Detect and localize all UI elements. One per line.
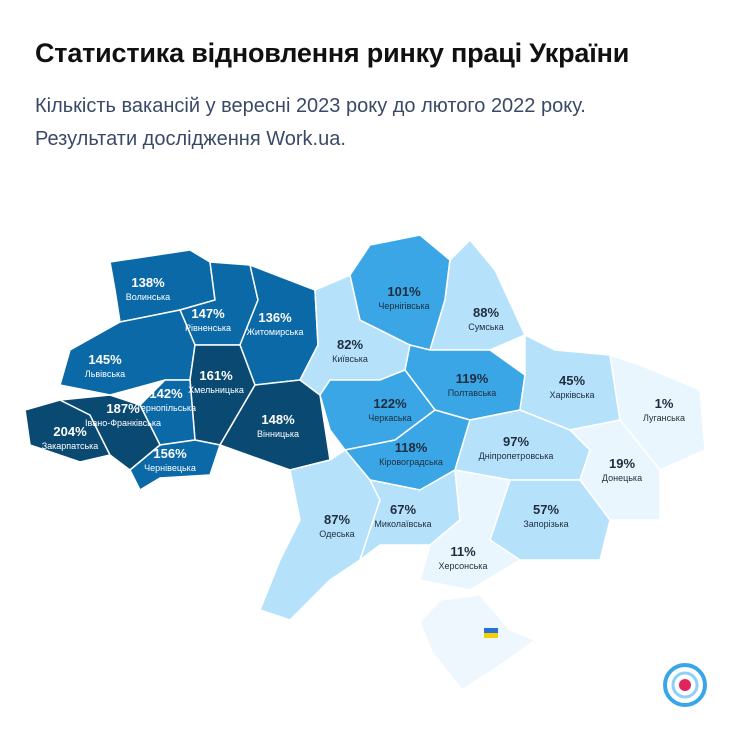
region-value: 97% bbox=[503, 434, 529, 449]
region-value: 45% bbox=[559, 373, 585, 388]
region-name: Дніпропетровська bbox=[479, 451, 554, 461]
region-name: Кіровоградська bbox=[379, 457, 443, 467]
region-value: 118% bbox=[395, 440, 428, 455]
region-value: 119% bbox=[456, 371, 489, 386]
region-value: 187% bbox=[106, 401, 140, 416]
region bbox=[259, 449, 381, 621]
logo bbox=[679, 679, 691, 691]
region-value: 82% bbox=[337, 337, 363, 352]
flag bbox=[484, 628, 498, 633]
region-value: 156% bbox=[153, 446, 187, 461]
region bbox=[129, 439, 221, 492]
region-value: 57% bbox=[533, 502, 559, 517]
region-name: Київська bbox=[332, 354, 368, 364]
region-name: Чернівецька bbox=[144, 463, 196, 473]
region-name: Тернопільська bbox=[136, 403, 196, 413]
region-name: Івано-Франківська bbox=[85, 418, 161, 428]
region-name: Рівненська bbox=[185, 323, 231, 333]
region-name: Луганська bbox=[643, 413, 685, 423]
flag bbox=[484, 633, 498, 638]
region-name: Чернігівська bbox=[378, 301, 429, 311]
region-name: Херсонська bbox=[439, 561, 488, 571]
region-name: Черкаська bbox=[368, 413, 411, 423]
region-name: Житомирська bbox=[247, 327, 304, 337]
region-value: 67% bbox=[390, 502, 416, 517]
region-value: 145% bbox=[88, 352, 122, 367]
labels: 138% Волинська 147% Рівненська 136% Житомирсь… bbox=[42, 275, 685, 571]
region-value: 19% bbox=[609, 456, 635, 471]
region-value: 1% bbox=[655, 396, 674, 411]
regions bbox=[24, 234, 706, 621]
region-name: Закарпатська bbox=[42, 441, 99, 451]
region-name: Полтавська bbox=[448, 388, 497, 398]
region-name: Миколаївська bbox=[374, 519, 431, 529]
subtitle: Результати дослідження Work.ua. bbox=[35, 128, 346, 150]
crimea bbox=[419, 594, 537, 692]
region-name: Сумська bbox=[468, 322, 503, 332]
region-value: 11% bbox=[450, 544, 476, 559]
region-value: 147% bbox=[191, 306, 225, 321]
region-value: 136% bbox=[258, 310, 292, 325]
title: Статистика відновлення ринку праці Украї… bbox=[35, 38, 630, 68]
region-value: 87% bbox=[324, 512, 350, 527]
region-name: Хмельницька bbox=[188, 385, 244, 395]
region-value: 101% bbox=[387, 284, 421, 299]
region-name: Харківська bbox=[550, 390, 595, 400]
region bbox=[568, 419, 661, 521]
region-name: Львівська bbox=[85, 369, 125, 379]
region-name: Запорізька bbox=[523, 519, 568, 529]
region-value: 88% bbox=[473, 305, 499, 320]
region-value: 161% bbox=[199, 368, 233, 383]
region-value: 142% bbox=[149, 386, 183, 401]
subtitle: Кількість вакансій у вересні 2023 року д… bbox=[35, 95, 586, 117]
region-name: Вінницька bbox=[257, 429, 299, 439]
region-name: Одеська bbox=[319, 529, 354, 539]
region-value: 122% bbox=[373, 396, 407, 411]
region-value: 148% bbox=[261, 412, 295, 427]
region-value: 138% bbox=[131, 275, 165, 290]
region bbox=[419, 469, 522, 591]
region-name: Донецька bbox=[602, 473, 642, 483]
region-name: Волинська bbox=[126, 292, 170, 302]
region-value: 204% bbox=[53, 424, 87, 439]
